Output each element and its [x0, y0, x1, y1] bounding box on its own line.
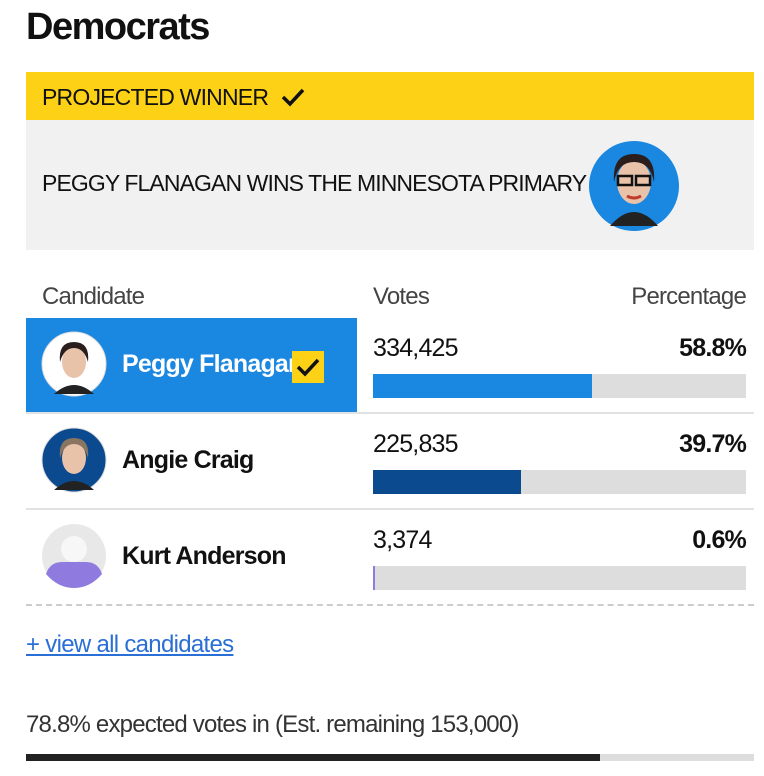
percentage: 58.8%	[679, 334, 747, 362]
votes: 334,425	[373, 334, 459, 362]
votes: 225,835	[373, 430, 459, 458]
banner-label: PROJECTED WINNER	[42, 84, 306, 111]
candidate-name: Kurt Anderson	[122, 542, 286, 570]
votes: 3,374	[373, 526, 432, 554]
candidate-name: Peggy Flanagan	[122, 350, 303, 378]
check-icon	[281, 88, 305, 107]
percentage: 39.7%	[679, 430, 747, 458]
row-divider	[26, 508, 754, 510]
column-header: Candidate	[42, 283, 145, 310]
winner-photo	[589, 141, 679, 231]
winner-banner: PROJECTED WINNER	[26, 72, 754, 120]
column-header: Percentage	[631, 283, 747, 310]
vote-bar	[373, 566, 376, 590]
party-title: Democrats	[26, 6, 210, 48]
candidate-photo	[41, 331, 107, 397]
progress-bar	[26, 754, 600, 761]
headline-box: PEGGY FLANAGAN WINS THE MINNESOTA PRIMAR…	[26, 120, 754, 250]
vote-bar	[373, 470, 522, 494]
headline: PEGGY FLANAGAN WINS THE MINNESOTA PRIMAR…	[42, 170, 587, 196]
bar-track	[373, 566, 746, 590]
candidate-photo	[42, 524, 106, 588]
winner-check	[292, 351, 324, 383]
row-divider	[26, 412, 754, 414]
candidate-name: Angie Craig	[122, 446, 254, 474]
banner-text: PROJECTED WINNER	[42, 84, 269, 110]
column-header: Votes	[373, 283, 430, 310]
vote-bar	[373, 374, 593, 398]
percentage: 0.6%	[692, 526, 747, 554]
candidate-photo	[41, 427, 107, 493]
row-divider	[26, 604, 754, 606]
expected-votes: 78.8% expected votes in (Est. remaining …	[26, 711, 519, 738]
view-all-link[interactable]: + view all candidates	[26, 631, 234, 658]
